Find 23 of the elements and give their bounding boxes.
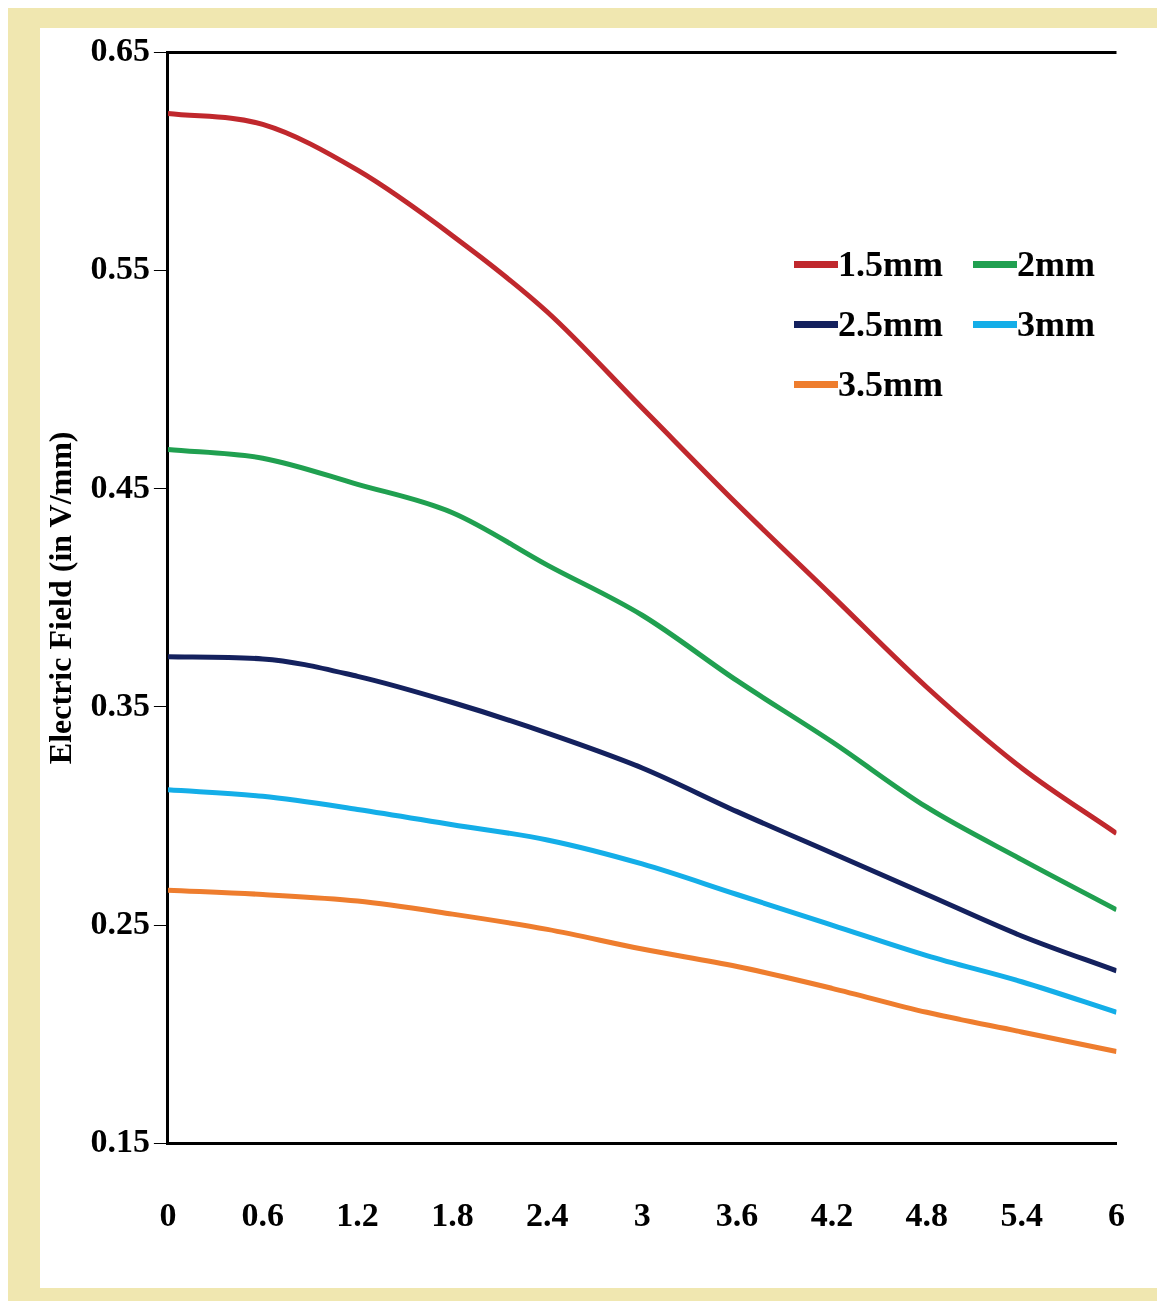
x-tick-label: 4.8: [905, 1196, 949, 1234]
legend-label: 3mm: [1017, 303, 1095, 345]
legend-label: 1.5mm: [838, 243, 944, 285]
y-tick-label: 0.15: [90, 1121, 150, 1159]
x-tick-label: 5.4: [1000, 1196, 1043, 1234]
y-tick-label: 0.25: [90, 903, 150, 941]
x-tick-label: 3: [633, 1196, 651, 1234]
y-tick-label: 0.55: [90, 249, 150, 287]
x-tick-label: 3.6: [715, 1196, 759, 1234]
legend-label: 3.5mm: [838, 363, 944, 405]
x-tick-label: 6: [1108, 1196, 1125, 1234]
x-tick-label: 4.2: [810, 1196, 854, 1234]
x-tick-label: 1.8: [431, 1196, 474, 1234]
x-tick-label: 0.6: [241, 1196, 285, 1234]
legend-label: 2.5mm: [838, 303, 944, 345]
y-tick-label: 0.45: [90, 467, 150, 505]
legend-label: 2mm: [1017, 243, 1095, 285]
y-axis-title: Electric Field (in V/mm): [42, 431, 79, 765]
x-tick-label: 2.4: [526, 1196, 569, 1234]
y-tick-label: 0.35: [90, 685, 150, 723]
y-tick-label: 0.65: [90, 31, 150, 69]
x-tick-label: 0: [159, 1196, 177, 1234]
x-tick-label: 1.2: [336, 1196, 379, 1234]
